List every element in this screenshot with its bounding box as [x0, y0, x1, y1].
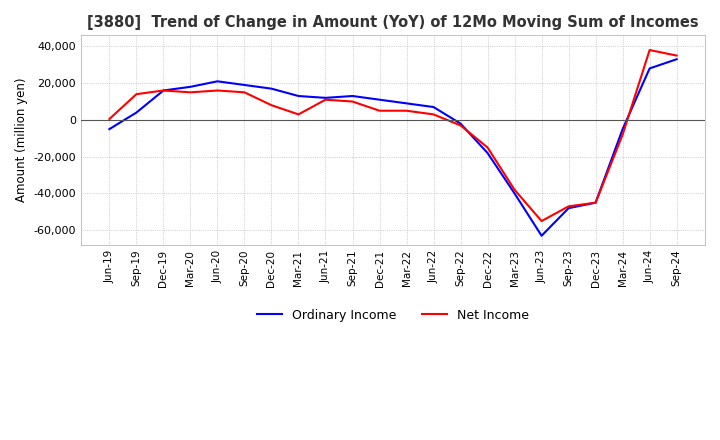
Net Income [537, 218, 546, 224]
Title: [3880]  Trend of Change in Amount (YoY) of 12Mo Moving Sum of Incomes: [3880] Trend of Change in Amount (YoY) o… [87, 15, 699, 30]
Net Income [564, 204, 573, 209]
Ordinary Income [375, 97, 384, 103]
Ordinary Income [240, 82, 249, 88]
Ordinary Income [402, 101, 411, 106]
Y-axis label: Amount (million yen): Amount (million yen) [15, 78, 28, 202]
Net Income [267, 103, 276, 108]
Net Income [294, 112, 303, 117]
Ordinary Income [510, 191, 519, 196]
Net Income [105, 116, 114, 121]
Ordinary Income [159, 88, 168, 93]
Ordinary Income [213, 79, 222, 84]
Net Income [186, 90, 194, 95]
Ordinary Income [321, 95, 330, 100]
Ordinary Income [483, 150, 492, 156]
Net Income [483, 145, 492, 150]
Ordinary Income [672, 57, 681, 62]
Net Income [321, 97, 330, 103]
Ordinary Income [456, 121, 465, 126]
Net Income [456, 123, 465, 128]
Ordinary Income [132, 110, 140, 115]
Ordinary Income [564, 205, 573, 211]
Line: Ordinary Income: Ordinary Income [109, 59, 677, 236]
Ordinary Income [294, 93, 303, 99]
Ordinary Income [618, 126, 627, 132]
Ordinary Income [537, 233, 546, 238]
Legend: Ordinary Income, Net Income: Ordinary Income, Net Income [252, 304, 534, 327]
Ordinary Income [105, 126, 114, 132]
Ordinary Income [645, 66, 654, 71]
Net Income [510, 187, 519, 192]
Net Income [348, 99, 357, 104]
Net Income [672, 53, 681, 58]
Net Income [132, 92, 140, 97]
Net Income [591, 200, 600, 205]
Ordinary Income [267, 86, 276, 91]
Net Income [618, 132, 627, 137]
Net Income [429, 112, 438, 117]
Net Income [240, 90, 249, 95]
Ordinary Income [429, 104, 438, 110]
Net Income [159, 88, 168, 93]
Net Income [375, 108, 384, 114]
Net Income [402, 108, 411, 114]
Net Income [645, 48, 654, 53]
Ordinary Income [186, 84, 194, 89]
Line: Net Income: Net Income [109, 50, 677, 221]
Ordinary Income [591, 200, 600, 205]
Net Income [213, 88, 222, 93]
Ordinary Income [348, 93, 357, 99]
